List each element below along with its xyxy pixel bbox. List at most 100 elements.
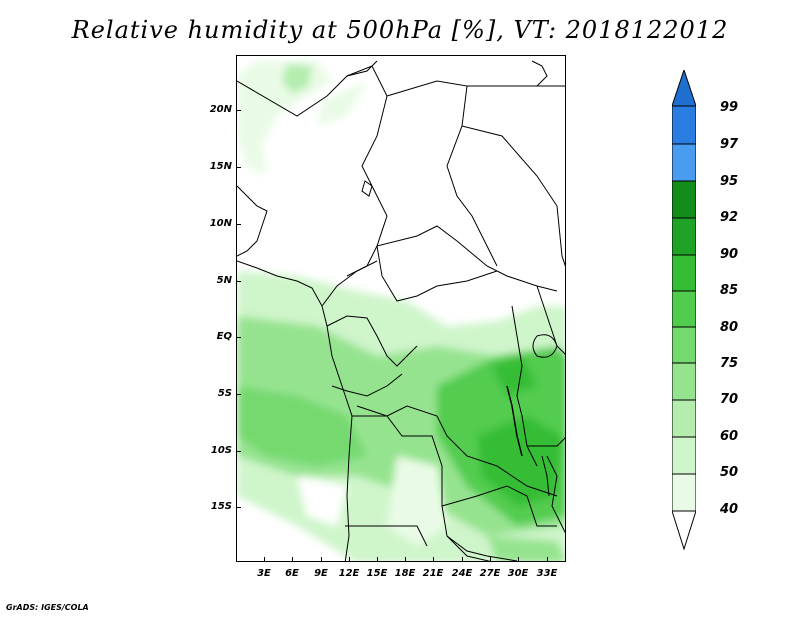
lat-label-10s: 10S [210,445,232,456]
humidity-patch-north2 [317,81,367,126]
border-drc-south [352,405,558,497]
colorbar-label-70: 70 [720,392,739,407]
humidity-patch-north [237,61,332,176]
border-drc-west [331,373,403,397]
colorbar-seg-40-50 [672,473,696,512]
lat-label-5n: 5N [216,275,232,286]
colorbar-seg-80-85 [672,290,696,328]
lon-tick [433,557,434,562]
colorbar-label-90: 90 [720,247,739,262]
colorbar-bottom-arrow [672,510,696,550]
colorbar-label-95: 95 [720,174,739,189]
lat-tick [236,507,241,508]
colorbar-top-arrow [672,70,696,107]
red-sea-coast [531,60,548,87]
lon-label-15e: 15E [366,568,388,579]
lat-label-eq: EQ [216,331,232,342]
border-mozambique [546,455,565,534]
lon-label-27e: 27E [479,568,501,579]
border-namibia [345,525,428,547]
grads-credit: GrADS: IGES/COLA [6,603,89,612]
border-cameroon [321,260,378,307]
lon-label-21e: 21E [422,568,444,579]
colorbar-seg-95-97 [672,143,696,182]
lat-tick [236,451,241,452]
border-zambia [441,485,557,527]
lat-tick [236,281,241,282]
country-borders [237,60,565,561]
colorbar [672,70,696,550]
lon-label-33e: 33E [536,568,558,579]
colorbar-label-50: 50 [720,465,739,480]
lon-label-6e: 6E [285,568,299,579]
lon-label-30e: 30E [507,568,529,579]
colorbar-label-75: 75 [720,356,739,371]
humidity-field [237,61,565,561]
lon-label-3e: 3E [257,568,271,579]
lake-chad [361,180,373,197]
border-chad-east [386,80,498,267]
border-chad-west [346,65,388,277]
border-uganda-kenya [536,285,565,355]
border-botswana [446,535,518,561]
lat-label-10n: 10N [209,218,232,229]
plot-title: Relative humidity at 500hPa [%], VT: 201… [71,16,729,44]
lat-label-5s: 5S [217,388,232,399]
humidity-band-west [237,386,367,466]
border-car [376,225,558,292]
colorbar-seg-92-95 [672,180,696,219]
humidity-patch-southeast [487,536,565,561]
colorbar-seg-70-75 [672,362,696,401]
border-gabon-congo [326,315,418,367]
border-angola [356,405,491,561]
lon-label-18e: 18E [394,568,416,579]
colorbar-label-97: 97 [720,137,739,152]
lat-tick [236,167,241,168]
lon-tick [264,557,265,562]
lon-tick [547,557,548,562]
lon-label-9e: 9E [314,568,328,579]
lon-tick [349,557,350,562]
humidity-core-east [477,416,562,506]
colorbar-seg-97-99 [672,105,696,145]
colorbar-seg-90-92 [672,217,696,256]
lon-tick [462,557,463,562]
lon-tick [405,557,406,562]
colorbar-label-85: 85 [720,283,739,298]
colorbar-seg-75-80 [672,326,696,364]
lat-label-15n: 15N [209,161,232,172]
border-sahel [237,60,378,117]
lat-tick [236,337,241,338]
lat-label-20n: 20N [209,104,232,115]
lake-victoria [532,334,558,358]
humidity-patch-north-core [282,64,312,94]
lat-tick [236,110,241,111]
lon-tick [518,557,519,562]
coastline-west [237,260,353,561]
map-panel [236,55,566,562]
border-sudan-south [461,125,565,267]
lon-tick [321,557,322,562]
colorbar-label-40: 40 [720,502,739,517]
colorbar-label-99: 99 [720,100,739,115]
lat-tick [236,224,241,225]
humidity-dry-pocket [387,456,447,546]
border-car-south [376,245,498,302]
lake-malawi [541,455,550,497]
lon-tick [377,557,378,562]
colorbar-label-92: 92 [720,210,739,225]
coastline-north-west [237,185,268,257]
colorbar-seg-50-60 [672,436,696,475]
humidity-core-east2 [492,356,537,396]
lon-tick [490,557,491,562]
lat-label-15s: 15S [210,501,232,512]
lon-label-12e: 12E [338,568,360,579]
lake-tanganyika [506,385,523,457]
humidity-dry-southwest [297,476,347,526]
border-tanzania [527,437,565,447]
colorbar-seg-85-90 [672,254,696,292]
lat-tick [236,394,241,395]
colorbar-seg-60-70 [672,399,696,438]
humidity-map [237,60,565,561]
colorbar-label-80: 80 [720,320,739,335]
